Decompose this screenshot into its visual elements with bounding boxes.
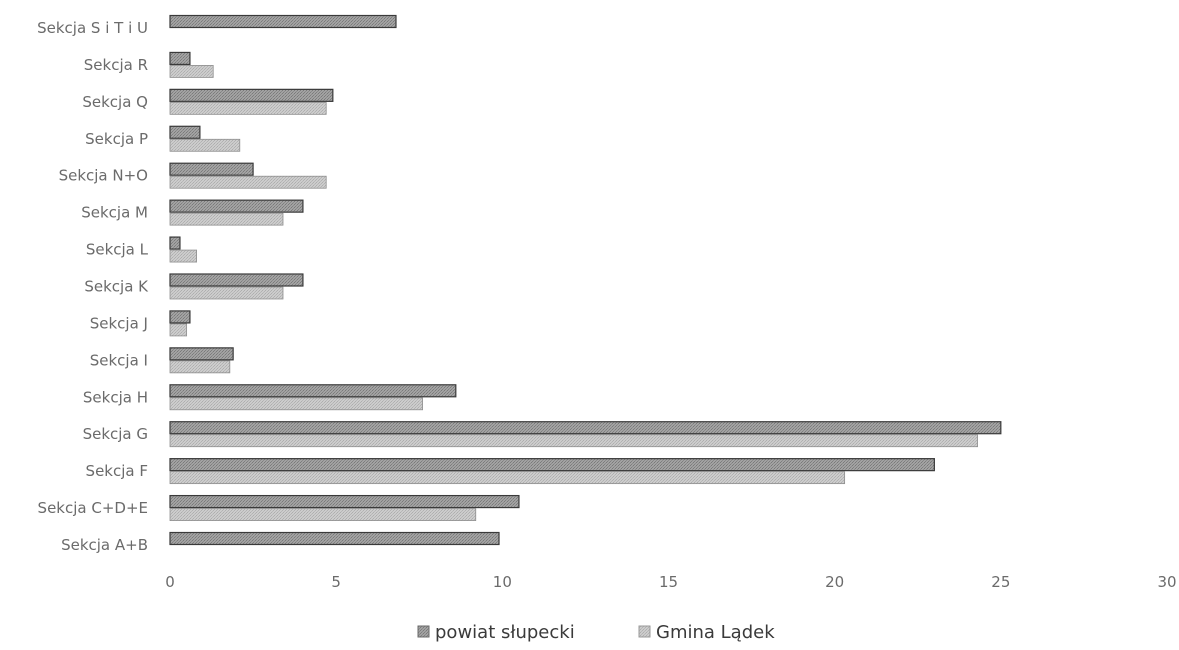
legend-swatch (417, 625, 430, 638)
category-label: Sekcja I (90, 351, 148, 369)
x-tick-label: 25 (991, 573, 1010, 591)
category-label: Sekcja M (81, 204, 148, 222)
bar-powiat-slupecki (169, 125, 201, 139)
bar-gmina-ladek (169, 175, 327, 189)
category-label: Sekcja J (90, 314, 148, 332)
legend-label: Gmina Lądek (656, 622, 775, 643)
category-label: Sekcja Q (82, 93, 148, 111)
bar-powiat-slupecki (169, 347, 234, 361)
bar-powiat-slupecki (169, 273, 304, 287)
x-axis-ticks: 0 5 10 15 20 25 30 (165, 573, 1176, 591)
category-label: Sekcja P (85, 130, 148, 148)
bar-gmina-ladek (169, 323, 188, 337)
bar-powiat-slupecki (169, 310, 191, 324)
bar-powiat-slupecki (169, 421, 1002, 435)
bar-powiat-slupecki (169, 236, 181, 250)
bar-gmina-ladek (169, 286, 284, 300)
category-label: Sekcja F (86, 462, 148, 480)
x-tick-label: 15 (659, 573, 678, 591)
x-tick-label: 10 (493, 573, 512, 591)
bar-gmina-ladek (169, 138, 241, 152)
bar-gmina-ladek (169, 508, 477, 521)
bar-powiat-slupecki (169, 458, 935, 472)
bar-gmina-ladek (169, 397, 423, 411)
bar-powiat-slupecki (169, 384, 457, 398)
bar-gmina-ladek (169, 471, 846, 485)
bar-gmina-ladek (169, 212, 284, 226)
bar-gmina-ladek (169, 65, 214, 78)
bar-gmina-ladek (169, 101, 327, 115)
category-label: Sekcja R (84, 56, 148, 74)
category-labels: Sekcja S i T i U Sekcja R Sekcja Q Sekcja P… (37, 19, 149, 554)
legend-label: powiat słupecki (435, 622, 575, 643)
bar-powiat-slupecki (169, 531, 500, 546)
bar-powiat-slupecki (169, 162, 254, 176)
bar-powiat-slupecki (169, 199, 304, 213)
x-tick-label: 20 (825, 573, 844, 591)
category-label: Sekcja H (83, 388, 148, 406)
category-label: Sekcja L (86, 241, 149, 259)
bars-layer (169, 14, 1002, 546)
bar-gmina-ladek (169, 360, 231, 374)
category-label: Sekcja S i T i U (37, 19, 148, 37)
bar-powiat-slupecki (169, 14, 397, 29)
bar-powiat-slupecki (169, 51, 191, 66)
bar-gmina-ladek (169, 434, 978, 448)
legend: powiat słupecki Gmina Lądek (417, 622, 775, 643)
x-tick-label: 30 (1157, 573, 1176, 591)
x-tick-label: 5 (331, 573, 341, 591)
x-tick-label: 0 (165, 573, 175, 591)
bar-gmina-ladek (169, 249, 197, 263)
category-label: Sekcja N+O (59, 167, 148, 185)
bar-powiat-slupecki (169, 494, 520, 509)
legend-swatch (638, 625, 651, 638)
category-label: Sekcja K (84, 278, 149, 296)
category-label: Sekcja A+B (61, 536, 148, 554)
bar-powiat-slupecki (169, 88, 334, 102)
category-label: Sekcja C+D+E (38, 499, 148, 517)
category-label: Sekcja G (83, 425, 148, 443)
